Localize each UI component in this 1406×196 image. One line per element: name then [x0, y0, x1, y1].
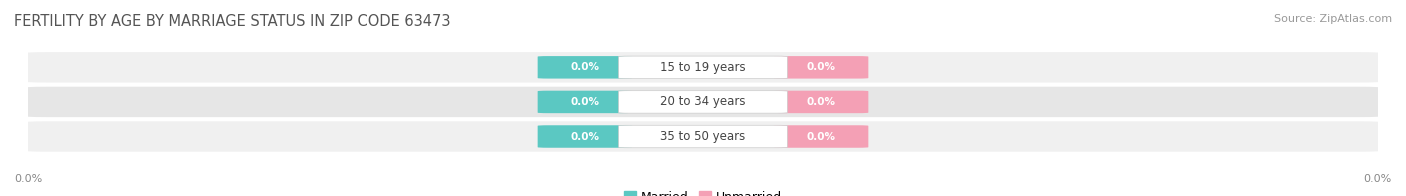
FancyBboxPatch shape	[537, 125, 633, 148]
FancyBboxPatch shape	[619, 91, 787, 113]
FancyBboxPatch shape	[619, 125, 787, 148]
Text: 20 to 34 years: 20 to 34 years	[661, 95, 745, 108]
FancyBboxPatch shape	[619, 56, 787, 79]
Text: 0.0%: 0.0%	[1364, 174, 1392, 184]
Text: 0.0%: 0.0%	[14, 174, 42, 184]
FancyBboxPatch shape	[21, 121, 1385, 152]
Text: 35 to 50 years: 35 to 50 years	[661, 130, 745, 143]
FancyBboxPatch shape	[21, 87, 1385, 117]
Text: FERTILITY BY AGE BY MARRIAGE STATUS IN ZIP CODE 63473: FERTILITY BY AGE BY MARRIAGE STATUS IN Z…	[14, 14, 450, 29]
FancyBboxPatch shape	[21, 52, 1385, 83]
Text: 0.0%: 0.0%	[807, 62, 835, 72]
FancyBboxPatch shape	[773, 56, 869, 79]
Text: 0.0%: 0.0%	[571, 132, 599, 142]
Legend: Married, Unmarried: Married, Unmarried	[624, 191, 782, 196]
FancyBboxPatch shape	[773, 125, 869, 148]
FancyBboxPatch shape	[537, 56, 633, 79]
Text: 0.0%: 0.0%	[571, 97, 599, 107]
Text: 15 to 19 years: 15 to 19 years	[661, 61, 745, 74]
Text: 0.0%: 0.0%	[807, 132, 835, 142]
Text: Source: ZipAtlas.com: Source: ZipAtlas.com	[1274, 14, 1392, 24]
Text: 0.0%: 0.0%	[807, 97, 835, 107]
Text: 0.0%: 0.0%	[571, 62, 599, 72]
FancyBboxPatch shape	[773, 91, 869, 113]
FancyBboxPatch shape	[537, 91, 633, 113]
